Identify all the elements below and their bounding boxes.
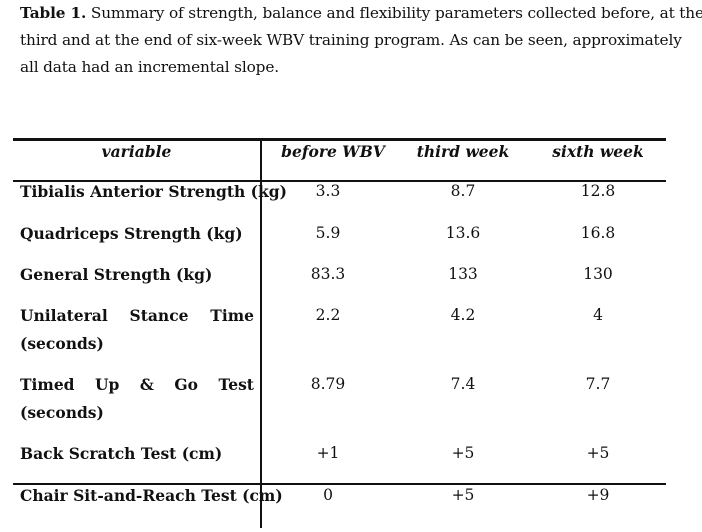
row-label-text: Quadriceps Strength (kg) [20,224,243,243]
header-third-week: third week [416,141,510,161]
cell-backscratch-before: +1 [316,444,340,462]
table-last-row-rule [13,483,666,485]
cell-tug-sixth: 7.7 [585,375,611,393]
cell-general-third: 133 [448,265,478,283]
table-top-rule [13,138,666,141]
cell-stance-third: 4.2 [450,306,476,324]
row-label-word: & [139,375,154,394]
row-label-word: Stance [129,306,189,325]
table-column-divider [260,138,262,528]
row-label-text: General Strength (kg) [20,265,213,284]
cell-stance-sixth: 4 [593,306,603,324]
cell-sitreach-before: 0 [323,486,333,504]
table-header-rule [13,180,666,182]
cell-tug-before: 8.79 [310,375,346,393]
caption-line-1: Table 1. Summary of strength, balance an… [20,0,702,27]
table-caption: Table 1. Summary of strength, balance an… [20,0,702,81]
cell-tibialis-sixth: 12.8 [580,182,616,200]
cell-general-sixth: 130 [583,265,613,283]
row-label-word: Up [95,375,120,394]
cell-stance-before: 2.2 [315,306,341,324]
row-label-tibialis: Tibialis Anterior Strength (kg) [20,182,287,201]
cell-sitreach-third: +5 [451,486,475,504]
cell-quadriceps-before: 5.9 [315,224,341,242]
caption-label: Table 1. [20,4,87,22]
cell-general-before: 83.3 [310,265,346,283]
cell-sitreach-sixth: +9 [586,486,610,504]
row-label-word: Time [210,306,254,325]
cell-tibialis-before: 3.3 [315,182,341,200]
header-sixth-week: sixth week [552,141,644,161]
row-label-word: Unilateral [20,306,108,325]
row-label-general-strength: General Strength (kg) [20,265,254,284]
row-label-word: Test [218,375,254,394]
row-label-line-2: (seconds) [20,334,104,353]
header-variable: variable [101,141,172,161]
row-label-line-1: Unilateral Stance Time [20,306,254,325]
row-label-unilateral-stance: Unilateral Stance Time (seconds) [20,306,254,353]
cell-tibialis-third: 8.7 [450,182,476,200]
cell-quadriceps-sixth: 16.8 [580,224,616,242]
row-label-word: Timed [20,375,75,394]
row-label-text: Chair Sit-and-Reach Test (cm) [20,486,283,505]
row-label-line-2: (seconds) [20,403,104,422]
header-before-wbv: before WBV [281,141,385,161]
cell-quadriceps-third: 13.6 [445,224,481,242]
caption-line-3: all data had an incremental slope. [20,58,279,76]
cell-backscratch-sixth: +5 [586,444,610,462]
row-label-back-scratch: Back Scratch Test (cm) [20,444,254,463]
row-label-word: Go [174,375,198,394]
cell-tug-third: 7.4 [450,375,476,393]
row-label-text: Tibialis Anterior Strength (kg) [20,182,287,201]
row-label-quadriceps: Quadriceps Strength (kg) [20,224,254,243]
row-label-line-1: Timed Up & Go Test [20,375,254,394]
row-label-timed-up-go: Timed Up & Go Test (seconds) [20,375,254,422]
row-label-chair-sit-reach: Chair Sit-and-Reach Test (cm) [20,486,283,505]
caption-line-2: third and at the end of six-week WBV tra… [20,31,682,49]
cell-backscratch-third: +5 [451,444,475,462]
data-table: variable before WBV third week sixth wee… [13,138,666,528]
row-label-text: Back Scratch Test (cm) [20,444,223,463]
caption-text-1: Summary of strength, balance and flexibi… [86,4,702,22]
